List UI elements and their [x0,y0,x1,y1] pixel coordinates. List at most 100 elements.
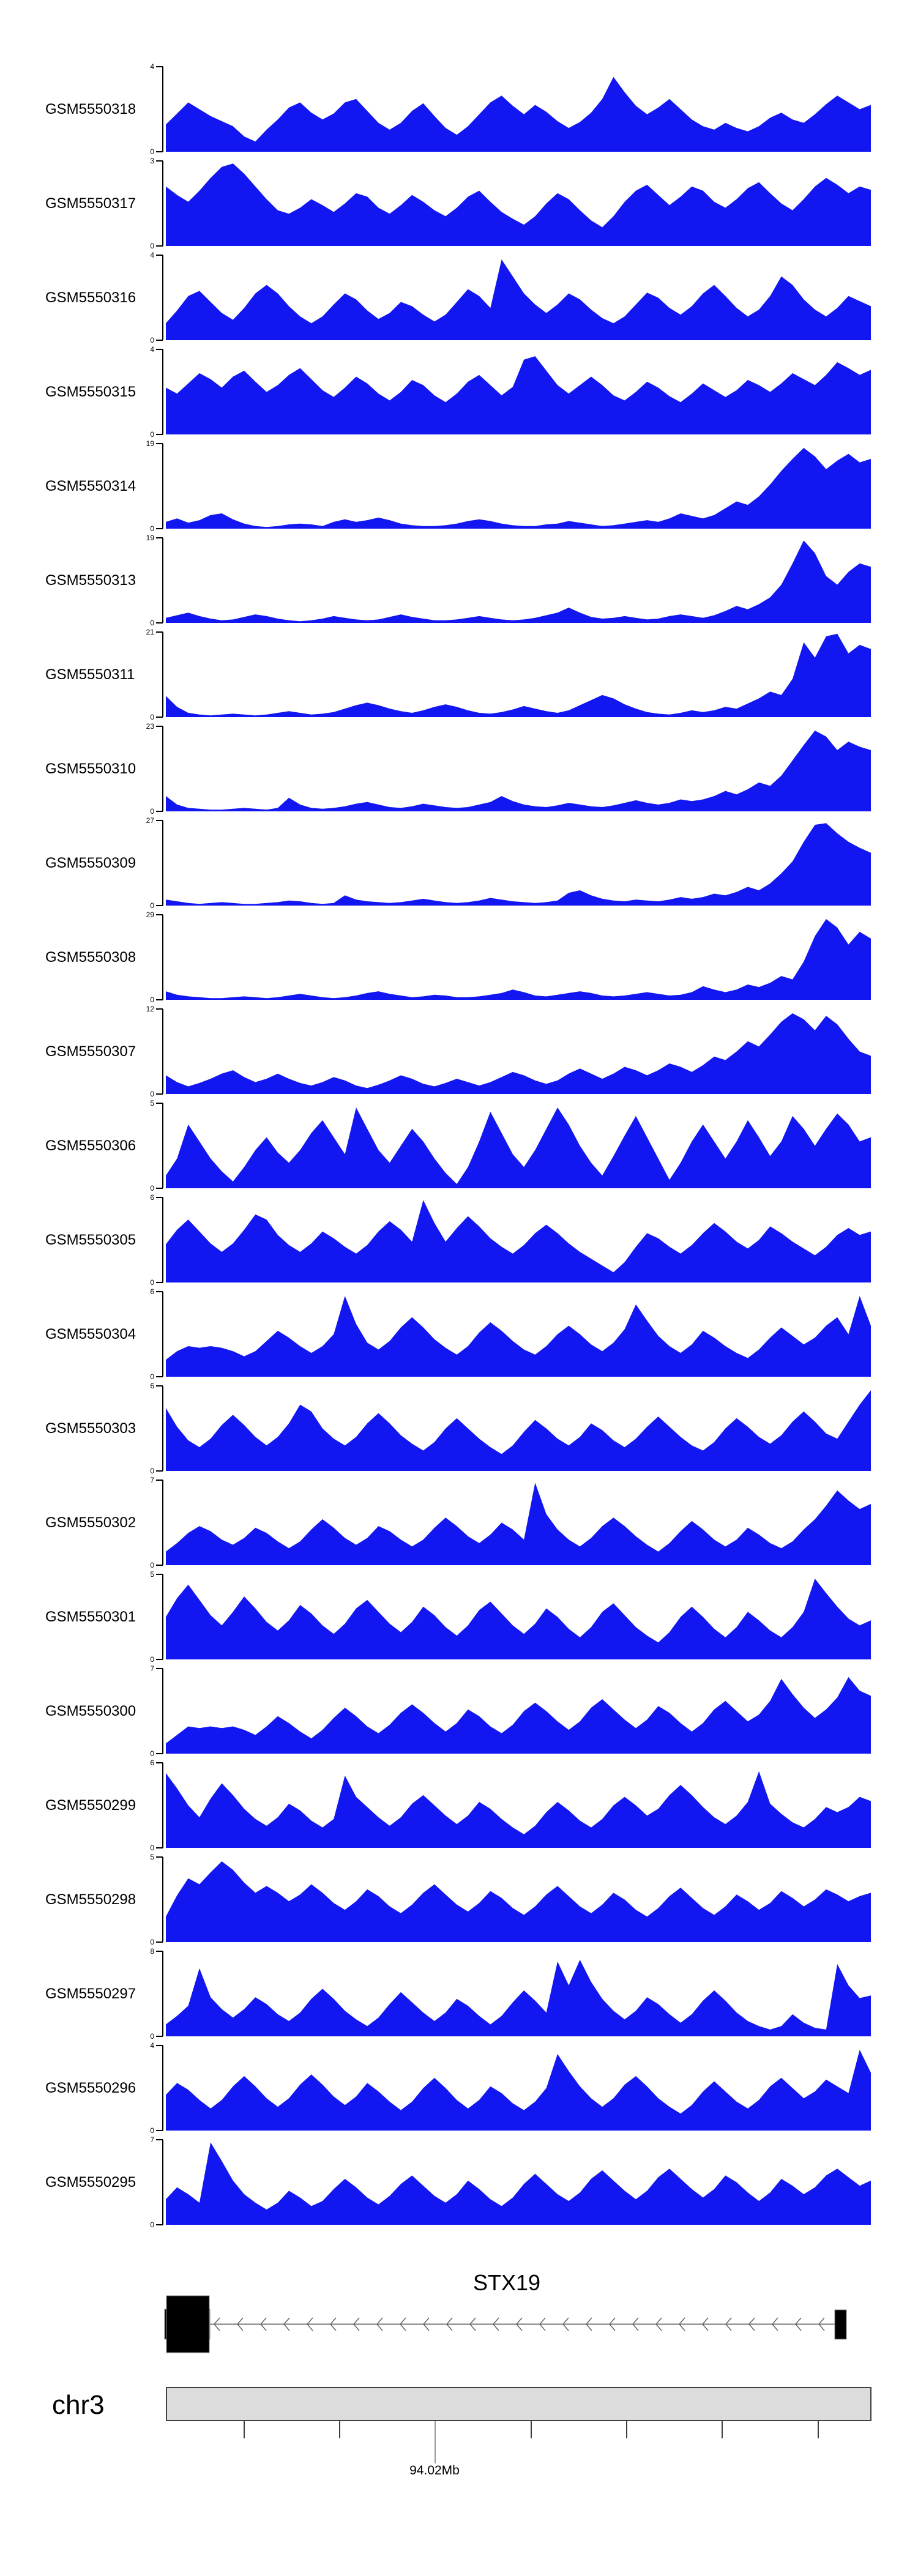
y-axis-zero-label: 0 [150,2126,154,2135]
track-label: GSM5550304 [45,1325,136,1342]
y-axis-line [162,349,163,434]
y-axis-zero-label: 0 [150,807,154,816]
y-axis-bottom-tick [156,2224,163,2225]
y-axis-bottom-tick [156,340,163,341]
y-axis-bottom-tick [156,1188,163,1189]
y-axis-top-tick [156,2139,163,2140]
y-axis-max-label: 4 [150,251,154,259]
strand-arrow-icon [469,2317,476,2331]
y-axis-max-label: 8 [150,1947,154,1956]
track-label: GSM5550297 [45,1985,136,2002]
coverage-area [166,919,871,1000]
y-axis-bottom-tick [156,1659,163,1660]
y-axis-top-tick [156,160,163,162]
coverage-area [166,1200,871,1282]
strand-arrow-icon [818,2317,825,2331]
coverage-area [166,731,871,811]
y-axis-zero-label: 0 [150,1278,154,1287]
y-axis-zero-label: 0 [150,1372,154,1381]
y-axis-top-tick [156,1008,163,1010]
y-axis-bottom-tick [156,245,163,247]
axis-minor-tick [818,2421,819,2438]
y-axis-zero-label: 0 [150,2220,154,2229]
strand-arrow-icon [562,2317,569,2331]
axis-major-tick [435,2421,436,2463]
y-axis-zero-label: 0 [150,1561,154,1569]
y-axis-line [162,538,163,623]
track-label: GSM5550315 [45,383,136,400]
coverage-area [166,633,871,717]
strand-arrow-icon [772,2317,778,2331]
y-axis-top-tick [156,820,163,821]
strand-arrow-icon [586,2317,592,2331]
y-axis-top-tick [156,255,163,256]
track-label: GSM5550311 [45,666,135,683]
strand-arrow-icon [748,2317,755,2331]
y-axis-max-label: 3 [150,157,154,165]
strand-arrow-icon [376,2317,383,2331]
strand-arrow-icon [655,2317,662,2331]
y-axis-top-tick [156,66,163,67]
track-label: GSM5550317 [45,195,136,212]
strand-arrow-icon [493,2317,499,2331]
y-axis-bottom-tick [156,622,163,624]
coverage-area [166,356,871,434]
strand-arrow-icon [795,2317,802,2331]
y-axis-top-tick [156,443,163,444]
y-axis-top-tick [156,1668,163,1669]
y-axis-max-label: 6 [150,1287,154,1296]
y-axis-bottom-tick [156,999,163,1000]
y-axis-max-label: 7 [150,1664,154,1673]
coverage-area [166,1013,871,1094]
y-axis-max-label: 23 [146,722,154,731]
y-axis-max-label: 6 [150,1382,154,1390]
y-axis-zero-label: 0 [150,430,154,439]
y-axis-max-label: 12 [146,1005,154,1013]
exon-box-right [834,2309,847,2340]
track-label: GSM5550310 [45,760,136,777]
y-axis-max-label: 21 [146,628,154,636]
axis-minor-tick [626,2421,627,2438]
y-axis-line [162,2046,163,2131]
y-axis-max-label: 4 [150,62,154,71]
y-axis-line [162,67,163,152]
strand-arrow-icon [702,2317,709,2331]
y-axis-top-tick [156,1574,163,1575]
track-label: GSM5550296 [45,2079,136,2096]
strand-arrow-icon [632,2317,639,2331]
y-axis-bottom-tick [156,1941,163,1943]
y-axis-zero-label: 0 [150,901,154,910]
coverage-area [166,1861,871,1942]
y-axis-line [162,1857,163,1942]
y-axis-line [162,1197,163,1282]
track-label: GSM5550305 [45,1231,136,1248]
y-axis-line [162,1386,163,1471]
y-axis-zero-label: 0 [150,524,154,533]
y-axis-max-label: 5 [150,1099,154,1107]
strand-arrow-icon [725,2317,732,2331]
track-label: GSM5550306 [45,1137,136,1154]
track-label: GSM5550313 [45,571,136,589]
y-axis-zero-label: 0 [150,1090,154,1098]
exon-cds-box [166,2295,210,2353]
y-axis-max-label: 19 [146,439,154,448]
y-axis-line [162,255,163,340]
y-axis-zero-label: 0 [150,1655,154,1664]
y-axis-bottom-tick [156,2130,163,2131]
coverage-area [166,540,871,623]
y-axis-bottom-tick [156,1565,163,1566]
strand-arrow-icon [679,2317,685,2331]
coverage-area [166,76,871,152]
y-axis-top-tick [156,537,163,538]
y-axis-zero-label: 0 [150,2032,154,2041]
y-axis-bottom-tick [156,1470,163,1472]
coverage-area [166,1296,871,1377]
y-axis-zero-label: 0 [150,713,154,721]
y-axis-max-label: 7 [150,1476,154,1484]
y-axis-bottom-tick [156,528,163,529]
y-axis-bottom-tick [156,1847,163,1848]
gene-model [164,2295,847,2353]
track-label: GSM5550307 [45,1043,136,1060]
coverage-area [166,823,871,906]
